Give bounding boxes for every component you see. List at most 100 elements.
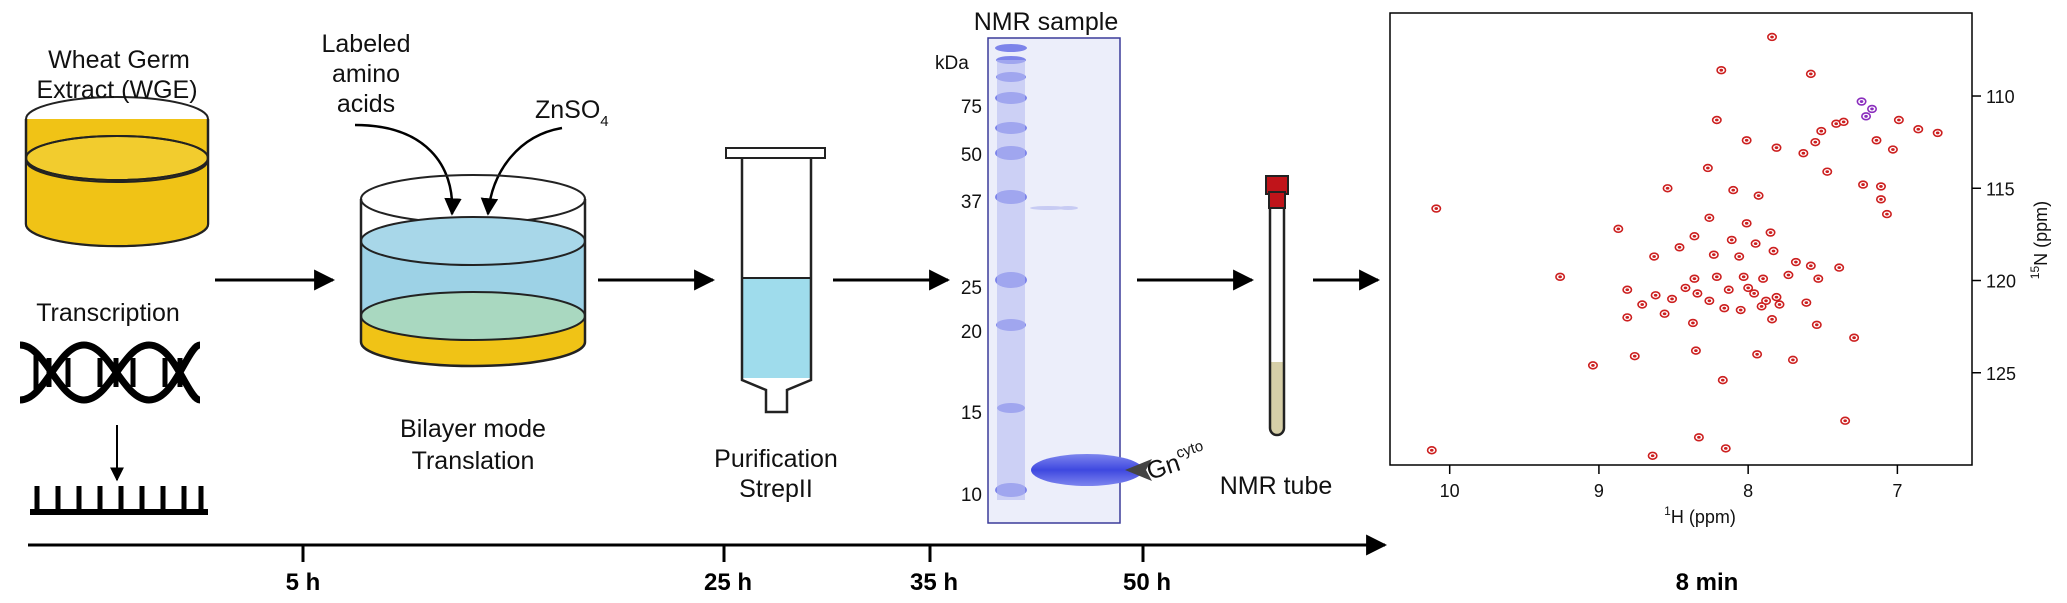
peak xyxy=(1932,128,1943,138)
peak-purple xyxy=(1867,104,1878,114)
peak xyxy=(1756,302,1767,311)
peak xyxy=(1881,209,1892,219)
peak xyxy=(1711,115,1722,125)
peak xyxy=(1858,180,1869,189)
peak-purple xyxy=(1861,112,1872,121)
wge-label-line2: Extract (WGE) xyxy=(36,76,197,104)
purification-label-line2: StrepII xyxy=(739,475,813,503)
gel-marker-50: 50 xyxy=(961,145,982,166)
kda-label: kDa xyxy=(935,53,969,74)
spectrum-frame xyxy=(1389,12,1973,466)
protein-pointer: Gncyto xyxy=(1125,437,1205,486)
peak xyxy=(1893,115,1904,125)
peak xyxy=(1805,69,1816,79)
purification-column-icon xyxy=(725,147,826,414)
gel-marker-75: 75 xyxy=(961,97,982,118)
peak xyxy=(1849,333,1860,342)
dna-helix-icon xyxy=(19,341,202,404)
x-tick-label: 8 xyxy=(1743,481,1753,501)
timeline-label-50h: 50 h xyxy=(1123,569,1171,596)
peak xyxy=(1840,416,1851,425)
peak xyxy=(1749,289,1760,298)
peak xyxy=(1783,270,1794,280)
gel-marker-20: 20 xyxy=(961,322,982,343)
transcription-label: Transcription xyxy=(36,299,180,327)
peak xyxy=(1690,346,1701,355)
peak xyxy=(1692,289,1703,298)
y-axis-ticks: 110 115 120 125 xyxy=(1972,87,2016,384)
peak xyxy=(1689,274,1700,283)
znso4-arrow xyxy=(480,126,563,216)
mrna-comb-icon xyxy=(30,486,208,515)
gel-marker-labels: 75 50 37 25 20 15 10 xyxy=(961,97,982,506)
purification-label-line1: Purification xyxy=(714,445,838,473)
peak xyxy=(1798,149,1809,158)
peak xyxy=(1741,136,1752,145)
peak xyxy=(1723,285,1734,294)
x-tick-label: 9 xyxy=(1594,481,1604,501)
peak xyxy=(1750,239,1761,248)
timeline-label-5h: 5 h xyxy=(286,569,321,596)
peak xyxy=(1875,182,1886,191)
amino-acid-arrow xyxy=(354,123,462,216)
peak xyxy=(1431,204,1442,213)
peak xyxy=(1637,300,1648,309)
peak xyxy=(1810,137,1821,147)
peak xyxy=(1647,451,1658,460)
peak xyxy=(1680,283,1691,293)
peak xyxy=(1719,303,1730,313)
timeline-label-25h: 25 h xyxy=(704,569,752,596)
peak xyxy=(1693,433,1704,442)
gel-marker-15: 15 xyxy=(961,403,982,424)
peak xyxy=(1555,272,1566,282)
wge-label-line1: Wheat Germ xyxy=(48,46,190,74)
gel-image xyxy=(987,37,1143,524)
wge-beaker xyxy=(24,96,210,248)
x-axis-ticks: 10 9 8 7 xyxy=(1440,465,1902,501)
bilayer-label-line1: Bilayer mode xyxy=(400,415,546,443)
peak xyxy=(1813,274,1824,283)
x-tick-label: 7 xyxy=(1892,481,1902,501)
peak xyxy=(1659,309,1670,318)
peak xyxy=(1717,375,1728,385)
gel-marker-37: 37 xyxy=(961,192,982,213)
peak xyxy=(1587,361,1598,370)
peak xyxy=(1629,351,1640,361)
peak xyxy=(1801,298,1812,307)
x-tick-label: 10 xyxy=(1440,481,1460,501)
peak xyxy=(1752,350,1763,359)
peak xyxy=(1622,285,1633,294)
peak xyxy=(1790,257,1801,267)
peak xyxy=(1662,184,1673,193)
peak xyxy=(1758,274,1769,283)
nmr-tube-label: NMR tube xyxy=(1220,472,1333,500)
peak xyxy=(1871,136,1882,145)
peak xyxy=(1822,167,1833,176)
timeline-label-8min: 8 min xyxy=(1676,569,1739,596)
gel-marker-25: 25 xyxy=(961,278,982,299)
x-axis-label: 1H (ppm) xyxy=(1664,504,1736,527)
peak xyxy=(1734,252,1745,261)
peak xyxy=(1650,291,1661,300)
labeled-label-line3: acids xyxy=(337,90,395,118)
peak xyxy=(1735,305,1746,315)
peak xyxy=(1741,219,1752,228)
peak xyxy=(1687,318,1698,328)
bilayer-label-line2: Translation xyxy=(412,447,535,475)
peak xyxy=(1704,213,1715,222)
y-tick-label: 125 xyxy=(1986,364,2016,384)
timeline: 5 h 25 h 35 h 50 h 8 min xyxy=(28,534,1739,596)
peak xyxy=(1704,296,1715,306)
y-axis-label: 15N (ppm) xyxy=(2028,201,2051,279)
nmr-tube-icon xyxy=(1265,175,1289,437)
peak xyxy=(1711,272,1722,282)
peak xyxy=(1738,272,1749,282)
timeline-label-35h: 35 h xyxy=(910,569,958,596)
peak xyxy=(1913,125,1924,134)
peak xyxy=(1787,355,1798,365)
peak xyxy=(1743,283,1754,293)
peak xyxy=(1702,163,1713,173)
y-tick-label: 115 xyxy=(1986,179,2015,199)
peak xyxy=(1887,145,1898,154)
